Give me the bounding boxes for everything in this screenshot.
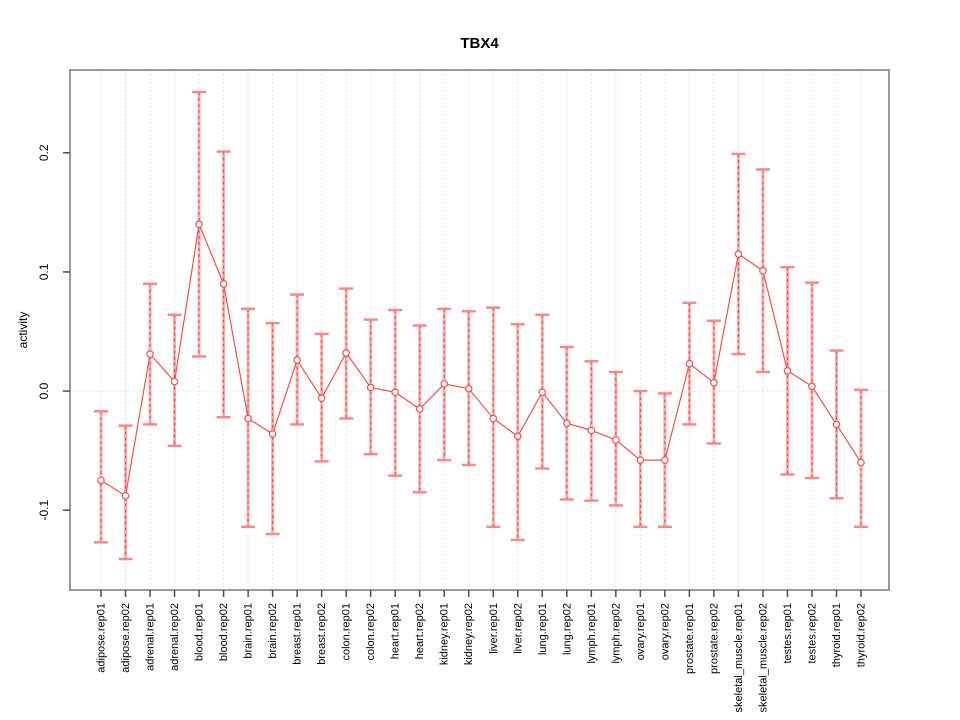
x-tick-label: liver.rep02	[512, 603, 524, 654]
x-tick-label: thyroid.rep02	[855, 603, 867, 667]
data-point	[563, 419, 571, 428]
data-point	[734, 250, 743, 258]
x-tick-label: breast.rep02	[316, 603, 328, 665]
data-point	[489, 414, 498, 423]
data-point	[170, 377, 179, 386]
series-layer	[94, 90, 868, 561]
series-line	[100, 222, 862, 497]
data-point	[121, 492, 130, 500]
x-tick-label: ovary.rep02	[659, 603, 671, 660]
x-tick-label: lung.rep02	[561, 603, 573, 655]
data-point	[832, 420, 841, 429]
data-point	[195, 220, 203, 229]
x-tick-label: brain.rep02	[267, 603, 279, 659]
x-tick-label: adrenal.rep02	[169, 603, 181, 671]
data-point	[293, 356, 301, 364]
data-point	[612, 436, 620, 444]
y-tick-label: -0.1	[37, 500, 51, 521]
x-tick-label: testes.rep01	[782, 603, 794, 664]
data-point	[464, 384, 473, 393]
x-tick-label: prostate.rep01	[684, 603, 696, 674]
data-point	[268, 430, 277, 438]
y-tick-label: 0.1	[37, 263, 51, 280]
x-tick-label: heart.rep02	[414, 603, 426, 659]
x-tick-label: prostate.rep02	[708, 603, 720, 674]
data-point	[342, 349, 350, 357]
data-point	[440, 380, 449, 388]
data-point	[538, 388, 547, 397]
data-point	[857, 458, 865, 467]
y-tick-label: 0.2	[37, 144, 51, 161]
data-point	[661, 456, 669, 464]
x-tick-label: colon.rep02	[365, 603, 377, 661]
x-tick-label: lung.rep01	[537, 603, 549, 655]
x-tick-label: breast.rep01	[292, 603, 304, 665]
data-point	[710, 378, 718, 387]
data-point	[685, 359, 694, 368]
data-point	[513, 432, 522, 441]
x-tick-label: adipose.rep02	[120, 603, 132, 673]
plot-frame	[69, 69, 890, 591]
data-point	[391, 388, 399, 397]
x-tick-label: thyroid.rep01	[831, 603, 843, 667]
x-tick-label: testes.rep02	[806, 603, 818, 664]
x-tick-label: lymph.rep01	[586, 603, 598, 664]
data-point	[146, 350, 154, 358]
x-tick-label: kidney.rep01	[439, 603, 451, 665]
x-tick-label: lymph.rep02	[610, 603, 622, 664]
axis-layer: -0.1 0.0 0.1 0.2 adipose.rep01 adipose.rep02 a…	[37, 144, 867, 712]
grid-layer	[70, 70, 889, 590]
data-point	[219, 280, 228, 288]
data-point	[636, 456, 645, 464]
data-point	[587, 426, 596, 435]
x-tick-label: brain.rep01	[243, 603, 255, 659]
y-axis-label: activity	[16, 312, 30, 349]
x-tick-label: blood.rep01	[194, 603, 206, 661]
data-point	[415, 405, 424, 413]
data-point	[783, 367, 792, 375]
x-tick-label: skeletal_muscle.rep01	[733, 603, 745, 712]
data-point	[808, 382, 816, 391]
data-point	[317, 394, 326, 403]
x-tick-label: blood.rep02	[218, 603, 230, 661]
x-tick-label: ovary.rep01	[635, 603, 647, 660]
data-point	[366, 383, 375, 392]
x-tick-label: adipose.rep01	[96, 603, 108, 673]
x-tick-label: heart.rep01	[390, 603, 402, 659]
data-point	[759, 266, 767, 275]
x-tick-label: adrenal.rep01	[145, 603, 157, 671]
data-point	[97, 476, 105, 485]
x-tick-label: colon.rep01	[341, 603, 353, 661]
chart-title: TBX4	[460, 35, 499, 52]
x-tick-label: kidney.rep02	[463, 603, 475, 665]
y-tick-label: 0.0	[37, 382, 51, 399]
x-tick-label: liver.rep01	[488, 603, 500, 654]
data-point	[244, 414, 252, 423]
x-tick-label: skeletal_muscle.rep02	[757, 603, 769, 712]
